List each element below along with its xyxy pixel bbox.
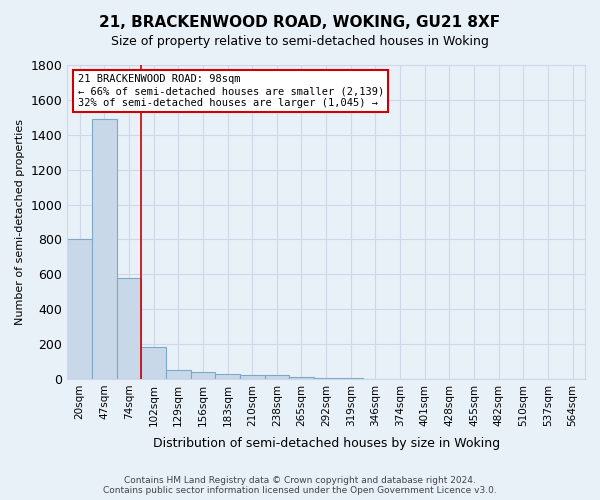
Bar: [92, 119, 116, 379]
Bar: [67, 240, 92, 379]
Bar: [338, 378, 363, 379]
Bar: [116, 278, 141, 379]
Text: Contains HM Land Registry data © Crown copyright and database right 2024.
Contai: Contains HM Land Registry data © Crown c…: [103, 476, 497, 495]
Bar: [240, 374, 265, 379]
Bar: [265, 376, 289, 379]
Bar: [215, 374, 240, 379]
Text: Size of property relative to semi-detached houses in Woking: Size of property relative to semi-detach…: [111, 35, 489, 48]
Text: 21 BRACKENWOOD ROAD: 98sqm
← 66% of semi-detached houses are smaller (2,139)
32%: 21 BRACKENWOOD ROAD: 98sqm ← 66% of semi…: [77, 74, 384, 108]
X-axis label: Distribution of semi-detached houses by size in Woking: Distribution of semi-detached houses by …: [152, 437, 500, 450]
Bar: [314, 378, 338, 379]
Bar: [289, 377, 314, 379]
Y-axis label: Number of semi-detached properties: Number of semi-detached properties: [15, 119, 25, 325]
Bar: [141, 346, 166, 379]
Text: 21, BRACKENWOOD ROAD, WOKING, GU21 8XF: 21, BRACKENWOOD ROAD, WOKING, GU21 8XF: [100, 15, 500, 30]
Bar: [166, 370, 191, 379]
Bar: [191, 372, 215, 379]
